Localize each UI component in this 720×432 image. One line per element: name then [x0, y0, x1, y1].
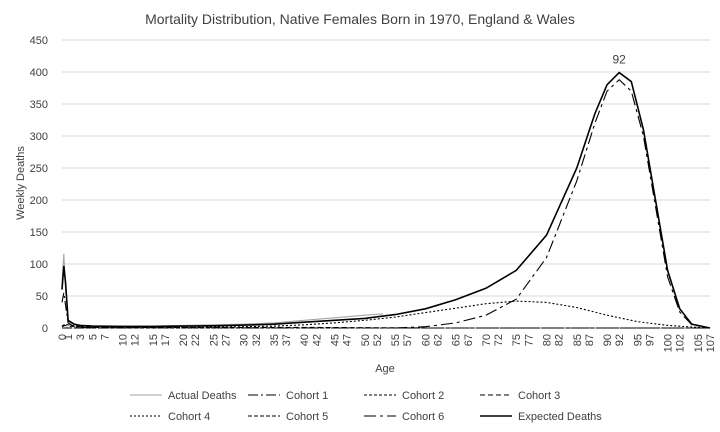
series-line-cohort-4	[61, 300, 711, 329]
x-tick-label: 0	[57, 334, 69, 340]
x-tick-label: 102	[675, 334, 687, 352]
x-tick-label: 57	[402, 334, 414, 346]
x-tick-label: 72	[493, 334, 505, 346]
x-tick-label: 47	[342, 334, 354, 346]
x-tick-label: 77	[523, 334, 535, 346]
series-line-cohort-1	[61, 292, 123, 329]
legend: Actual Deaths Cohort 1 Cohort 2 Cohort 3 Coh…	[130, 390, 602, 423]
series-line-actual-deaths	[61, 253, 384, 327]
y-tick-label: 150	[30, 227, 48, 239]
legend-label: Cohort 6	[402, 411, 444, 423]
x-tick-label: 95	[632, 334, 644, 346]
x-tick-label: 27	[221, 334, 233, 346]
y-tick-label: 400	[30, 67, 48, 79]
legend-label: Cohort 5	[286, 411, 328, 423]
y-tick-label: 350	[30, 99, 48, 111]
x-tick-label: 7	[99, 334, 111, 340]
y-tick-label: 50	[36, 291, 48, 303]
x-tick-label: 12	[130, 334, 142, 346]
x-tick-label: 40	[299, 334, 311, 346]
y-tick-label: 300	[30, 131, 48, 143]
x-tick-label: 97	[644, 334, 656, 346]
x-tick-label: 3	[75, 334, 87, 340]
x-tick-label: 50	[360, 334, 372, 346]
legend-label: Cohort 4	[168, 411, 210, 423]
x-tick-label: 70	[481, 334, 493, 346]
legend-label: Expected Deaths	[518, 411, 602, 423]
x-tick-label: 75	[511, 334, 523, 346]
x-tick-label: 5	[87, 334, 99, 340]
legend-label: Cohort 3	[518, 390, 560, 402]
gridlines	[62, 39, 710, 297]
x-tick-label: 45	[330, 334, 342, 346]
x-axis-ticks: 01 3 5 7 10 12 15 17 20 22 25 27 30 32 35 37 40 42 45 47 50 5…	[57, 334, 717, 352]
y-axis-label: Weekly Deaths	[15, 146, 27, 220]
y-tick-label: 200	[30, 195, 48, 207]
x-tick-label: 65	[451, 334, 463, 346]
x-tick-label: 30	[239, 334, 251, 346]
series-lines	[61, 71, 711, 329]
x-tick-label: 37	[281, 334, 293, 346]
x-tick-label: 17	[160, 334, 172, 346]
y-tick-label: 450	[30, 35, 48, 47]
x-tick-label: 35	[269, 334, 281, 346]
x-tick-label: 10	[118, 334, 130, 346]
x-tick-label: 62	[432, 334, 444, 346]
x-tick-label: 85	[572, 334, 584, 346]
x-tick-label: 42	[311, 334, 323, 346]
x-tick-label: 100	[663, 334, 675, 352]
x-tick-label: 22	[190, 334, 202, 346]
x-tick-label: 1	[63, 334, 75, 340]
x-tick-label: 90	[602, 334, 614, 346]
legend-label: Cohort 1	[286, 390, 328, 402]
y-tick-label: 250	[30, 163, 48, 175]
x-tick-label: 25	[208, 334, 220, 346]
series-line-cohort-6	[395, 78, 711, 329]
x-tick-label: 105	[693, 334, 705, 352]
legend-label: Actual Deaths	[168, 390, 237, 402]
y-tick-label: 100	[30, 259, 48, 271]
x-tick-label: 107	[705, 334, 717, 352]
y-axis-ticks: 0 50 100 150 200 250 300 350 400 450	[30, 35, 48, 335]
x-tick-label: 60	[420, 334, 432, 346]
x-tick-label: 15	[148, 334, 160, 346]
x-tick-label: 20	[178, 334, 190, 346]
y-tick-label: 0	[42, 323, 48, 335]
peak-annotation: 92	[612, 53, 626, 67]
x-tick-label: 52	[372, 334, 384, 346]
x-tick-label: 55	[390, 334, 402, 346]
series-line-expected-deaths	[61, 71, 711, 329]
x-tick-label: 67	[463, 334, 475, 346]
x-tick-label: 82	[554, 334, 566, 346]
chart-title: Mortality Distribution, Native Females B…	[145, 11, 575, 27]
x-tick-label: 80	[541, 334, 553, 346]
x-tick-label: 87	[584, 334, 596, 346]
x-axis-label: Age	[375, 363, 395, 375]
legend-label: Cohort 2	[402, 390, 444, 402]
x-tick-label: 92	[614, 334, 626, 346]
x-tick-label: 32	[251, 334, 263, 346]
